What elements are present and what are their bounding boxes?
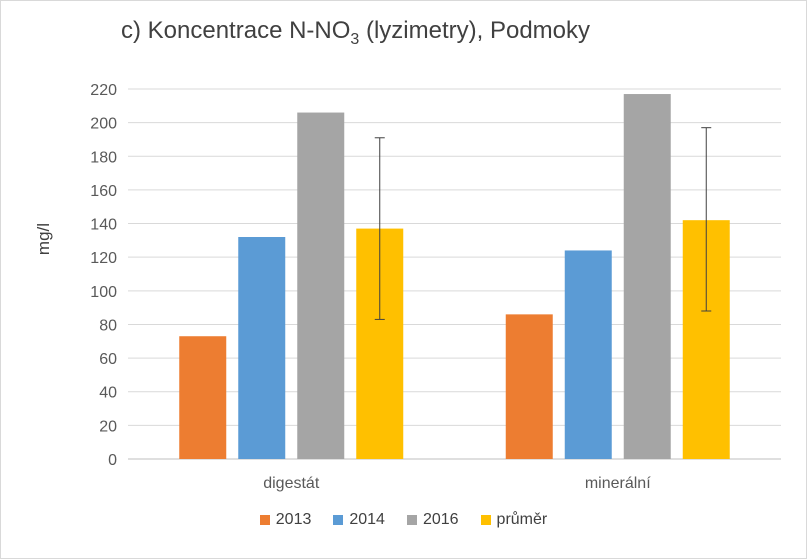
chart-title-main: c) Koncentrace N-NO <box>121 17 351 44</box>
legend-label: průměr <box>496 511 548 528</box>
y-tick-label: 160 <box>90 183 117 200</box>
bars <box>179 94 730 459</box>
y-tick-label: 40 <box>99 385 117 402</box>
y-tick-label: 120 <box>90 250 117 267</box>
y-tick-label: 200 <box>90 116 117 133</box>
legend-item: průměr <box>480 511 548 529</box>
error-bars <box>374 127 712 320</box>
bar-2013-minerální <box>505 314 553 459</box>
y-tick-label: 60 <box>99 351 117 368</box>
bar-chart: 0 20 40 60 80 100 120 140 160 180 200 220 digestát m… <box>34 82 781 492</box>
legend-item: 2016 <box>406 511 459 529</box>
y-tick-label: 100 <box>90 284 117 301</box>
y-tick-label: 20 <box>99 418 117 435</box>
legend-item: 2014 <box>333 511 385 529</box>
y-axis-tick-labels: 0 20 40 60 80 100 120 140 160 180 200 220 <box>90 82 117 469</box>
x-tick-label: minerální <box>585 475 651 492</box>
legend-swatch <box>333 515 344 525</box>
chart-title: c) Koncentrace N-NO3 (lyzimetry), Podmok… <box>121 17 590 49</box>
bar-2016-minerální <box>623 94 671 459</box>
legend-swatch <box>259 515 270 525</box>
y-tick-label: 0 <box>108 452 117 469</box>
x-tick-label: digestát <box>263 475 320 492</box>
chart-title-suffix: (lyzimetry), Podmoky <box>359 17 591 44</box>
y-axis-label: mg/l <box>34 223 53 255</box>
y-tick-label: 140 <box>90 217 117 234</box>
bar-2016-digestát <box>297 112 345 459</box>
bar-2014-digestát <box>238 237 286 459</box>
bar-2014-minerální <box>564 250 612 459</box>
x-axis-tick-labels: digestát minerální <box>263 475 651 492</box>
bar-2013-digestát <box>179 336 227 459</box>
y-tick-label: 180 <box>90 149 117 166</box>
legend-swatch <box>406 515 417 525</box>
legend: 2013 2014 2016 průměr <box>1 511 806 529</box>
legend-swatch <box>480 515 491 525</box>
y-tick-label: 220 <box>90 82 117 99</box>
legend-label: 2016 <box>422 511 459 528</box>
legend-item: 2013 <box>259 511 312 529</box>
chart-title-subscript: 3 <box>350 30 360 48</box>
legend-label: 2014 <box>349 511 385 528</box>
gridlines <box>128 88 781 460</box>
y-tick-label: 80 <box>99 317 117 334</box>
legend-label: 2013 <box>275 511 312 528</box>
